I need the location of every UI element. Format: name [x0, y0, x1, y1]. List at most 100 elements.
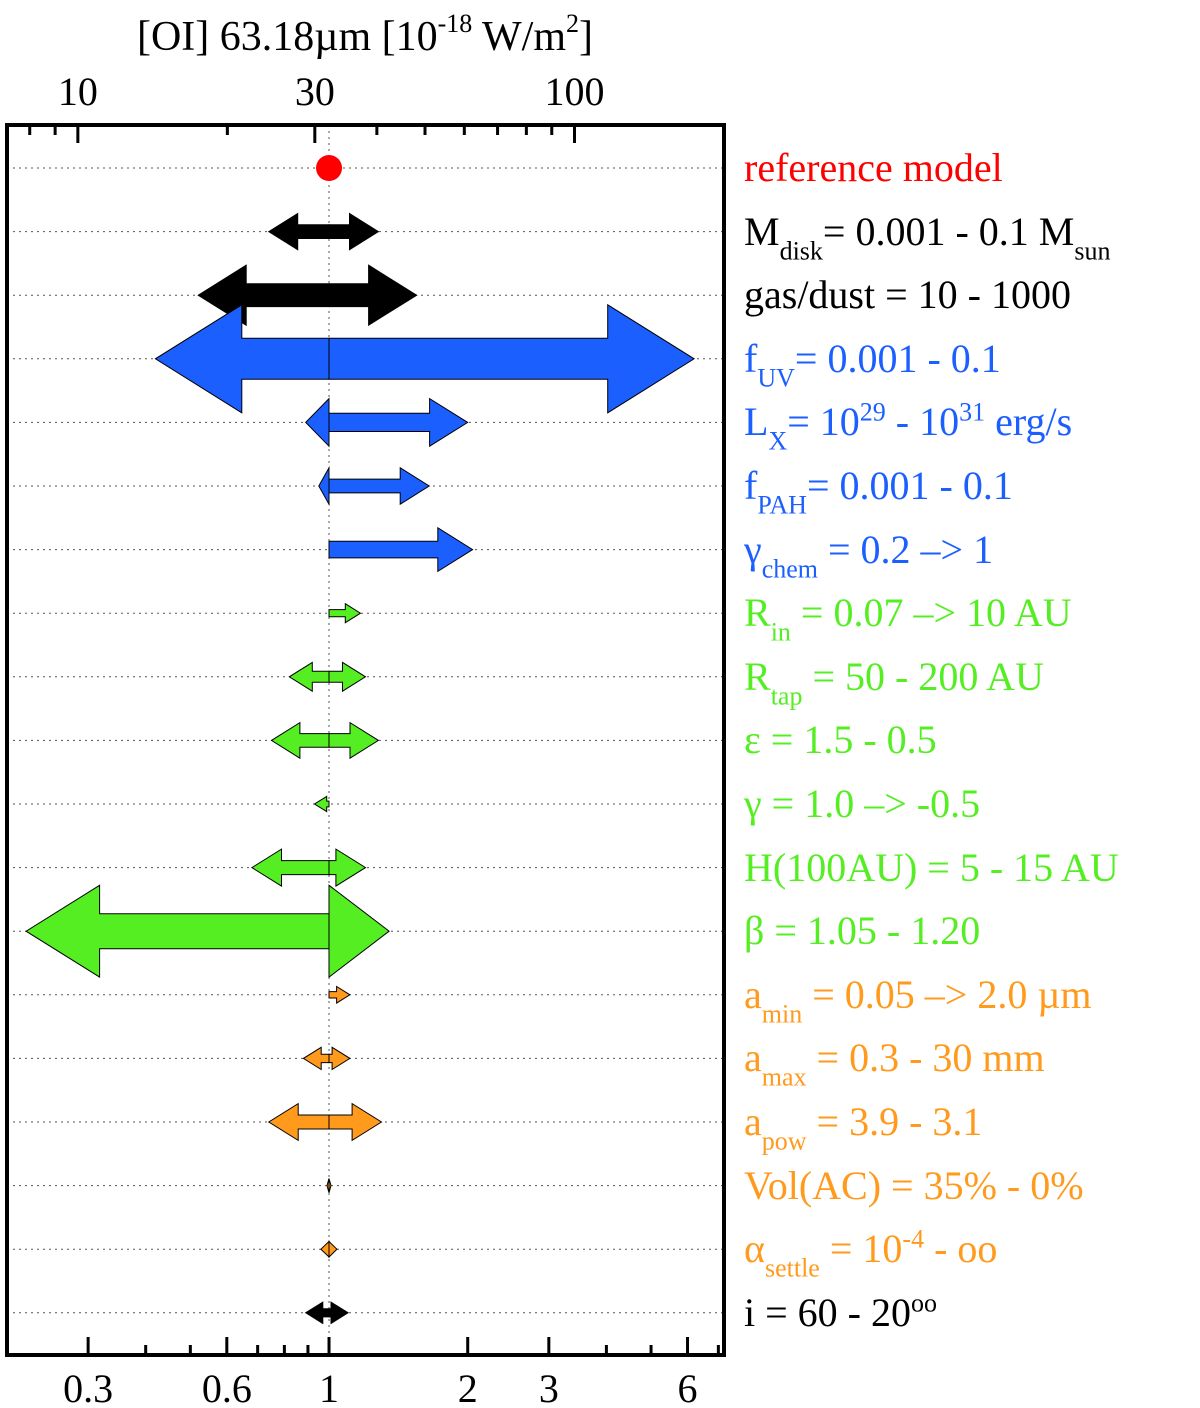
arrow-right — [328, 602, 362, 624]
arrow-left — [267, 212, 330, 251]
arrow-right — [328, 721, 380, 760]
arrow-right — [328, 526, 474, 573]
arrow-left — [320, 1240, 330, 1259]
row-label-rest: = 0.07 –> 10 AU — [790, 590, 1072, 636]
row-label: β = 1.05 - 1.20 — [744, 911, 980, 951]
row-label-rest: = 50 - 200 AU — [802, 653, 1044, 699]
axis-ticks — [28, 125, 726, 1355]
row-label-label: gas/dust = 10 - 1000 — [744, 272, 1071, 318]
arrow-right — [328, 848, 367, 888]
bottom-tick-label: 0.3 — [63, 1366, 113, 1408]
row-label: Rin = 0.07 –> 10 AU — [744, 590, 1072, 645]
row-label: Rtap = 50 - 200 AU — [744, 653, 1044, 708]
row-label-label: reference model — [744, 145, 1003, 190]
row-label-sub: PAH — [757, 490, 807, 520]
row-label: amin = 0.05 –> 2.0 µm — [744, 971, 1092, 1026]
row-label-rest: - 20 — [837, 1289, 911, 1335]
row-label: gas/dust = 10 - 1000 — [744, 275, 1071, 315]
arrow-left — [250, 848, 330, 888]
row-label-sub: tap — [770, 681, 803, 711]
arrow-right — [328, 397, 469, 448]
row-label: reference model — [744, 148, 1003, 188]
row-label: H(100AU) = 5 - 15 AU — [744, 844, 1119, 890]
arrow-left — [267, 1102, 330, 1142]
row-label-label: R — [744, 590, 771, 636]
arrow-series — [25, 155, 696, 1325]
row-label-sup: -4 — [902, 1224, 925, 1254]
top-axis-title: [OI] 63.18µm [10-18 W/m2] — [137, 9, 593, 60]
arrow-right — [328, 1240, 338, 1259]
row-label-sub: min — [761, 999, 803, 1029]
row-label: Vol(AC) = 35% - 0% — [744, 1162, 1084, 1208]
row-label-label: γ = 1.0 –> -0.5 — [744, 781, 981, 826]
bottom-tick-label: 6 — [678, 1366, 698, 1408]
row-label-rest: = 0.001 - 0.1 M — [822, 208, 1075, 254]
row-label-rest: = 0.3 - 30 mm — [806, 1035, 1045, 1081]
row-label-label: i = 60 — [744, 1289, 838, 1335]
bottom-tick-label: 2 — [458, 1366, 478, 1408]
arrow-left — [197, 264, 330, 327]
arrow-right — [328, 661, 367, 693]
arrow-right — [328, 1301, 350, 1325]
arrow-left — [305, 397, 330, 448]
reference-model-dot — [316, 155, 343, 181]
plot-frame — [5, 123, 726, 1357]
row-label-rest: = 0.001 - 0.1 — [794, 335, 1001, 381]
row-label-sub: sun — [1074, 235, 1111, 265]
row-label-label: Vol(AC) = 35% - 0% — [744, 1162, 1084, 1208]
row-label-label: M — [744, 208, 780, 254]
bottom-tick-label: 1 — [319, 1366, 339, 1408]
row-label: i = 60 - 20oo — [744, 1289, 937, 1335]
row-label-sup: 31 — [959, 398, 986, 428]
row-label-sub: settle — [764, 1253, 820, 1283]
row-label: γchem = 0.2 –> 1 — [744, 526, 994, 581]
row-label-sup: o — [911, 1288, 924, 1318]
arrow-left — [313, 795, 330, 813]
arrow-left — [288, 661, 330, 693]
row-label-label: H(100AU) = 5 - 15 AU — [744, 844, 1119, 890]
row-label-rest: - 10 — [885, 399, 960, 445]
arrow-left — [154, 303, 330, 414]
row-label-label: α — [744, 1226, 765, 1272]
row-label: γ = 1.0 –> -0.5 — [744, 784, 980, 824]
row-label-sup: o — [924, 1288, 937, 1318]
arrow-left — [318, 465, 330, 507]
row-label-sub: in — [770, 617, 791, 647]
row-label-rest: - oo — [924, 1226, 998, 1272]
top-tick-label: 10 — [58, 69, 98, 114]
row-label-label: L — [744, 399, 769, 445]
axis-tick-labels: 0.3 0.6 1 2 3 6 10 30 100 — [58, 69, 698, 1408]
row-label-sub: chem — [761, 553, 818, 583]
row-label: Mdisk= 0.001 - 0.1 Msun — [744, 208, 1111, 263]
arrow-left — [25, 884, 330, 979]
arrow-right — [328, 884, 390, 979]
row-label: αsettle = 10-4 - oo — [744, 1226, 998, 1281]
arrow-right — [328, 985, 351, 1005]
top-tick-label: 30 — [295, 69, 335, 114]
row-label: ε = 1.5 - 0.5 — [744, 720, 937, 760]
row-label-label: a — [744, 971, 762, 1017]
row-label: LX= 1029 - 1031 erg/s — [744, 399, 1073, 455]
row-label: apow = 3.9 - 3.1 — [744, 1099, 983, 1154]
row-label: fUV= 0.001 - 0.1 — [744, 335, 1001, 390]
row-label-rest: = 0.2 –> 1 — [818, 526, 994, 572]
row-label-rest: = 10 — [787, 399, 860, 445]
row-label-rest: = 3.9 - 3.1 — [806, 1099, 983, 1144]
row-label-label: a — [744, 1035, 762, 1081]
arrow-right — [328, 1046, 351, 1071]
row-label: amax = 0.3 - 30 mm — [744, 1035, 1045, 1090]
row-label-label: R — [744, 653, 771, 699]
arrow-left — [304, 1301, 330, 1325]
row-label-sub: X — [768, 426, 788, 456]
row-label-sub: UV — [757, 363, 795, 393]
arrow-left — [302, 1046, 330, 1071]
row-label-rest: erg/s — [985, 399, 1073, 445]
top-tick-label: 100 — [544, 69, 604, 114]
row-label-sub: pow — [761, 1126, 807, 1156]
row-label-rest: = 0.001 - 0.1 — [806, 463, 1013, 508]
arrow-left — [326, 1178, 330, 1193]
row-label-rest: = 0.05 –> 2.0 µm — [802, 971, 1092, 1017]
row-label-rest: = 10 — [819, 1226, 903, 1272]
bottom-tick-label: 3 — [539, 1366, 559, 1408]
